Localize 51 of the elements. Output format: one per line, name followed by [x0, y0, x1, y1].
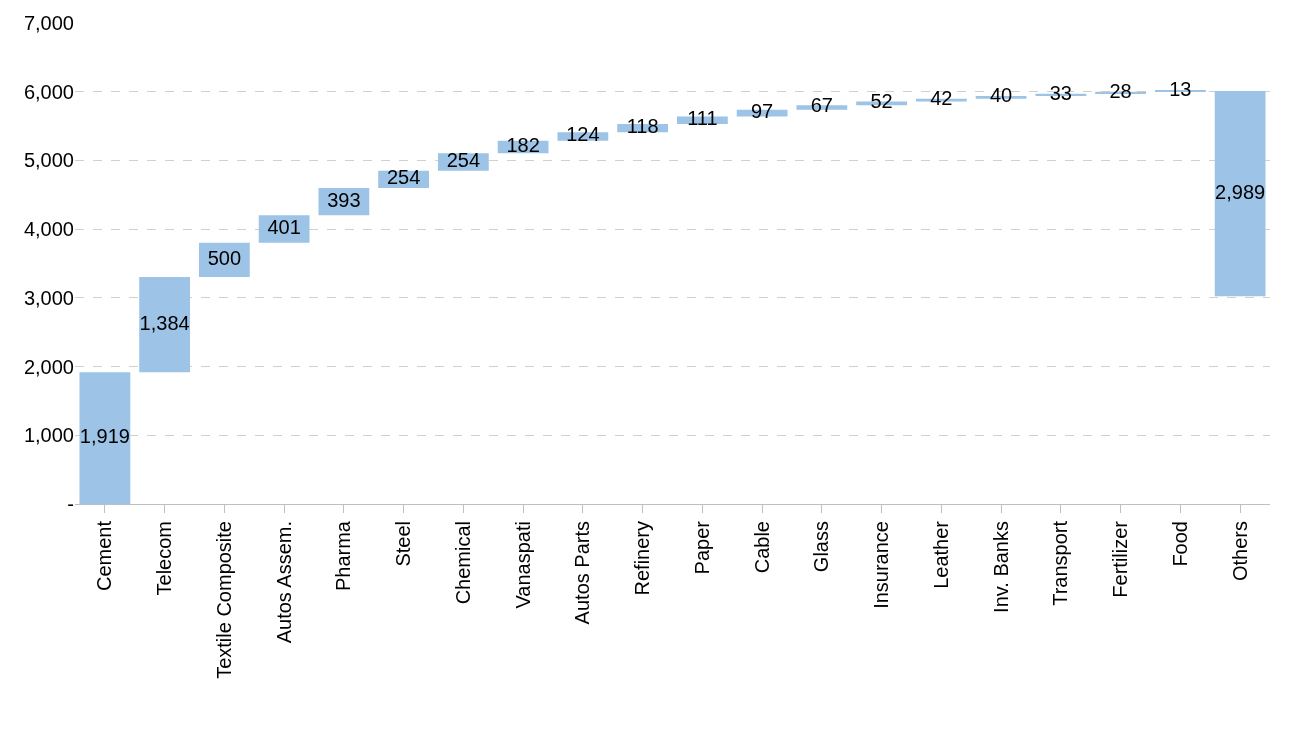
x-tick-label: Autos Parts — [571, 521, 594, 625]
x-tick-label: Transport — [1049, 520, 1072, 606]
data-label: 401 — [267, 215, 301, 238]
data-label: 182 — [506, 133, 540, 156]
x-tick-label: Paper — [690, 520, 713, 575]
x-tick-label: Vanaspati — [511, 521, 534, 609]
y-tick-label: - — [67, 493, 74, 515]
data-label: 118 — [626, 115, 659, 138]
x-tick-label: Fertilizer — [1109, 520, 1132, 598]
x-tick-label: Inv. Banks — [989, 521, 1012, 613]
x-tick-label: Glass — [810, 521, 833, 573]
x-tick-label: Telecom — [153, 521, 176, 596]
x-tick-label: Autos Assem. — [272, 521, 295, 644]
bar — [79, 372, 131, 504]
data-label: 1,919 — [79, 425, 130, 448]
data-label: 52 — [870, 90, 893, 113]
data-label: 2,989 — [1215, 180, 1266, 203]
x-tick-label: Pharma — [332, 520, 355, 592]
data-label: 28 — [1109, 79, 1132, 102]
x-tick-label: Cement — [93, 520, 116, 592]
x-tick-label: Refinery — [631, 521, 654, 596]
data-label: 40 — [990, 84, 1013, 107]
data-label: 1,384 — [139, 311, 190, 334]
x-tick-label: Food — [1168, 521, 1191, 567]
data-label: 13 — [1169, 78, 1192, 101]
bar — [1214, 90, 1266, 297]
y-tick-label: 1,000 — [23, 424, 74, 447]
x-tick-label: Textile Composite — [212, 521, 235, 679]
data-label: 254 — [446, 148, 481, 171]
y-tick-label: 3,000 — [23, 286, 74, 309]
data-label: 254 — [386, 166, 421, 189]
x-tick-label: Cable — [750, 521, 773, 574]
data-label: 500 — [207, 246, 242, 269]
data-label: 111 — [687, 107, 718, 130]
data-label: 67 — [810, 94, 834, 117]
data-label: 97 — [751, 100, 774, 123]
data-label: 393 — [327, 188, 361, 211]
y-tick-label: 7,000 — [23, 12, 74, 34]
bar — [139, 277, 191, 373]
y-tick-label: 4,000 — [23, 218, 74, 241]
y-tick-label: 5,000 — [23, 149, 74, 172]
y-tick-label: 6,000 — [23, 80, 74, 103]
data-label: 124 — [566, 123, 600, 146]
x-tick-label: Insurance — [870, 521, 893, 609]
y-tick-label: 2,000 — [23, 355, 74, 378]
data-label: 42 — [930, 87, 953, 110]
x-tick-label: Leather — [929, 520, 952, 589]
data-label: 33 — [1049, 81, 1073, 104]
x-tick-label: Chemical — [451, 521, 474, 605]
x-tick-label: Others — [1228, 521, 1251, 582]
x-tick-label: Steel — [392, 521, 415, 567]
